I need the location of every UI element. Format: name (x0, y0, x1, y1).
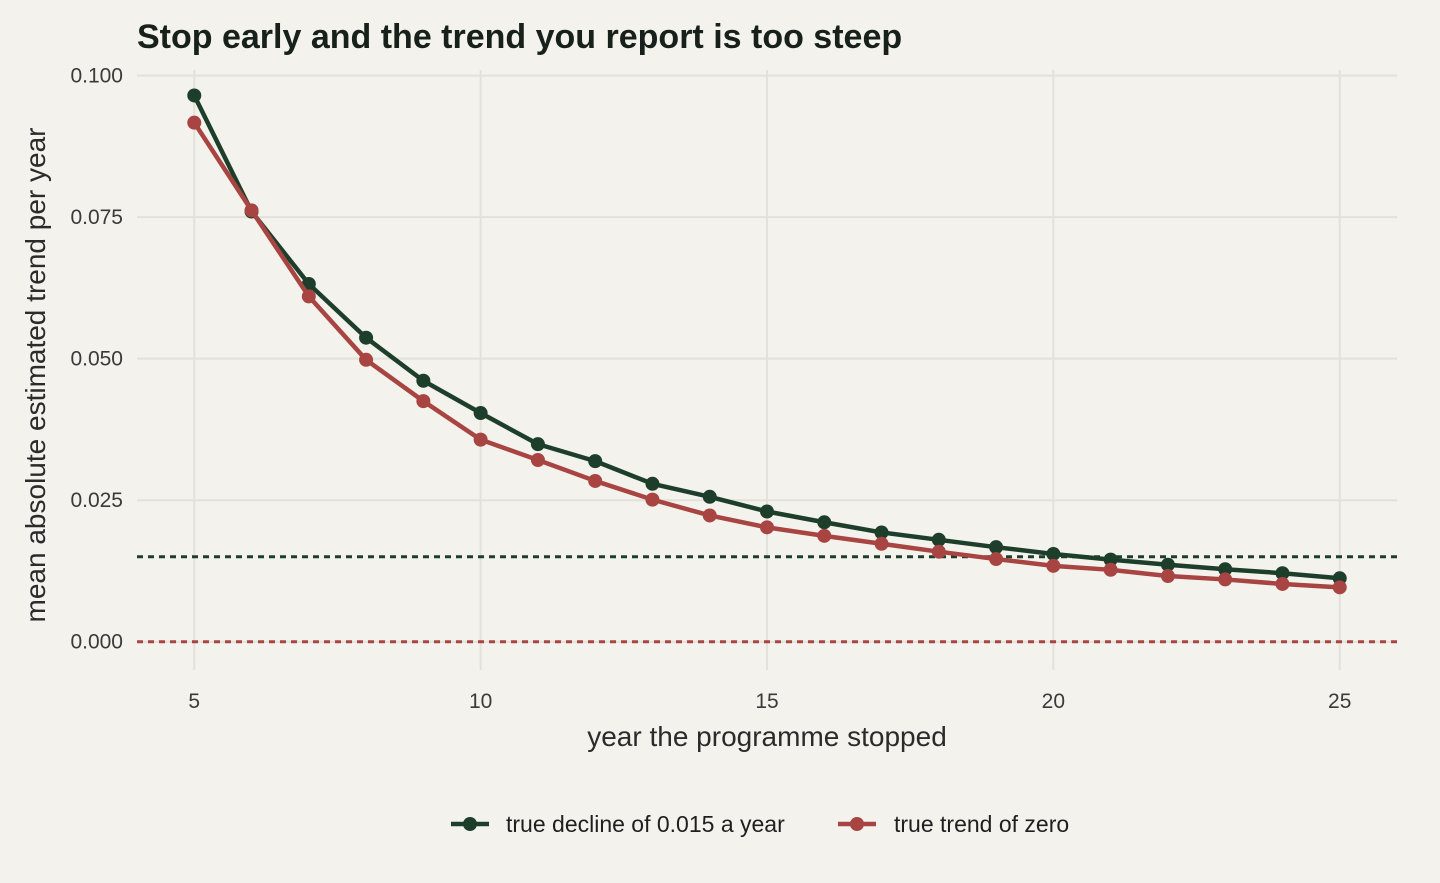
reference-lines (137, 555, 1397, 644)
data-point (473, 432, 488, 447)
x-tick-label: 10 (469, 690, 492, 713)
data-point (760, 520, 774, 535)
x-tick-label: 15 (755, 690, 778, 713)
legend-item: true trend of zero (838, 811, 1069, 837)
data-point (1160, 557, 1175, 572)
data-point (874, 525, 889, 540)
data-point (530, 437, 545, 452)
x-tick-label: 20 (1042, 690, 1065, 713)
data-point (1103, 552, 1118, 567)
data-point (931, 544, 946, 559)
y-axis-label: mean absolute estimated trend per year (20, 128, 51, 623)
tick-labels: 0.000 0.025 0.050 0.075 0.100 5 10 15 20 25 (70, 65, 1351, 713)
series-lines (187, 88, 1347, 595)
legend-label: true trend of zero (894, 811, 1069, 837)
x-tick-label: 5 (188, 690, 200, 713)
gridlines (137, 70, 1397, 670)
data-point (1275, 576, 1290, 591)
data-point (760, 504, 774, 519)
data-point (702, 508, 717, 523)
data-point (989, 540, 1004, 555)
legend-marker (463, 817, 477, 831)
data-point (989, 552, 1004, 567)
y-tick-label: 0.025 (70, 489, 123, 512)
data-point (1275, 566, 1290, 581)
data-point (588, 454, 603, 469)
data-point (1332, 580, 1347, 595)
data-point (359, 352, 374, 367)
data-point (1160, 569, 1175, 584)
data-point (817, 528, 832, 543)
x-tick-label: 25 (1328, 690, 1351, 713)
data-point (473, 406, 488, 421)
y-tick-label: 0.000 (70, 631, 123, 654)
data-point (1218, 562, 1233, 577)
legend: true decline of 0.015 a year true trend o… (451, 811, 1069, 837)
data-point (645, 476, 660, 491)
data-point (530, 453, 545, 467)
y-tick-label: 0.050 (70, 348, 123, 371)
data-point (1046, 546, 1061, 561)
chart-title: Stop early and the trend you report is t… (137, 18, 902, 56)
data-point (588, 473, 603, 488)
data-point (817, 515, 832, 530)
data-point (301, 289, 316, 304)
data-point (416, 394, 431, 409)
series-1 (187, 88, 1347, 586)
data-point (1046, 558, 1061, 573)
data-point (416, 373, 431, 388)
data-point (874, 536, 889, 551)
y-tick-label: 0.075 (70, 206, 123, 229)
data-point (645, 492, 660, 507)
data-point (931, 532, 946, 547)
x-axis-label: year the programme stopped (587, 721, 947, 752)
data-point (187, 88, 202, 103)
legend-item: true decline of 0.015 a year (451, 811, 785, 837)
data-point (1218, 572, 1233, 587)
data-point (1103, 562, 1118, 577)
data-point (359, 330, 374, 345)
y-tick-label: 0.100 (70, 65, 123, 88)
data-point (702, 489, 717, 504)
data-point (244, 203, 259, 218)
legend-label: true decline of 0.015 a year (506, 811, 785, 837)
legend-marker (850, 817, 864, 831)
series-2 (187, 115, 1347, 595)
data-point (187, 115, 202, 130)
